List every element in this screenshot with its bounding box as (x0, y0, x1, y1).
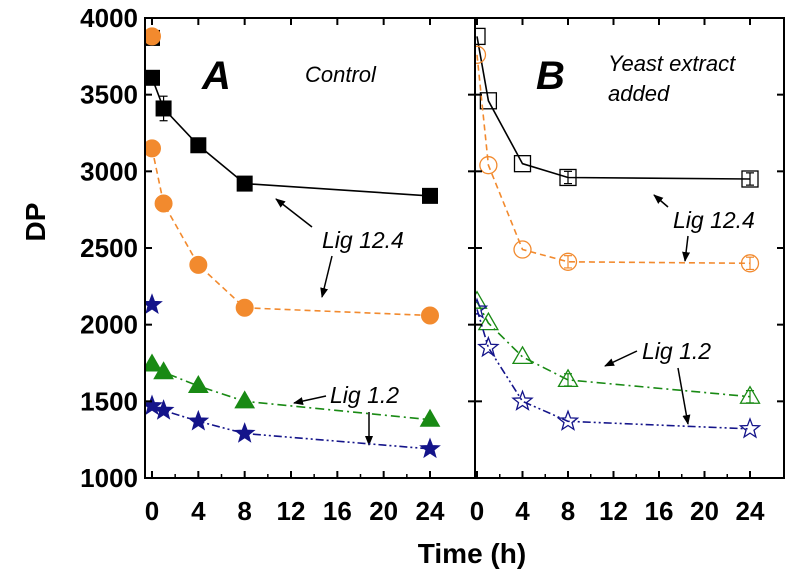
panel-b-series-3-line (476, 309, 751, 430)
panel-b-series-3-point (556, 409, 580, 431)
arrow-lig12-b-blue (677, 367, 691, 425)
panel-a-series-2-point (234, 390, 256, 409)
x-axis-title: Time (h) (418, 538, 526, 569)
arrow-lig124-b-orange (682, 235, 691, 262)
annotation-lig124-a: Lig 12.4 (322, 227, 404, 253)
panel-b-condition-line1: Yeast extract (608, 51, 736, 76)
panel-b-series-3-point (738, 417, 762, 439)
panel-b-series-1-point (475, 45, 487, 64)
y-axis-title: DP (20, 203, 51, 242)
panel-b-series-1-point (513, 240, 532, 259)
panel-a-x-tick-label: 24 (416, 496, 445, 526)
panel-b-series-3-point (511, 389, 534, 411)
panel-a-extra-point (145, 27, 161, 46)
axes: 0 4 8 12 16 20 24 1000 1500 2000 2500 3000 3500 4000 0… (80, 3, 785, 526)
panel-a-series-2-point (187, 374, 209, 393)
panel-a-x-tick-label: 0 (145, 496, 159, 526)
panel-b-x-tick-label: 0 (470, 496, 484, 526)
panel-a-label: A (201, 54, 231, 98)
y-tick-label: 2500 (80, 233, 138, 263)
panel-b-series-0-point (741, 170, 759, 188)
panel-a-condition: Control (305, 62, 377, 87)
panel-b-x-tick-label: 16 (645, 496, 674, 526)
panel-b-series-0-point (475, 27, 486, 46)
panel-a-series-3-point (187, 409, 210, 431)
panel-b-series-0-point (513, 155, 532, 173)
panel-a-x-tick-label: 4 (191, 496, 206, 526)
arrow-lig12-b-green (604, 350, 638, 367)
panel-b-condition: Yeast extract added (608, 51, 741, 106)
panel-b-x-tick-label: 24 (736, 496, 765, 526)
y-tick-label: 1000 (80, 463, 138, 493)
panel-b-series-2-point (511, 345, 534, 365)
panel-b-series-2-point (557, 368, 579, 388)
annotation-lig12-b: Lig 1.2 (642, 338, 711, 364)
arrow-lig12-a-green (293, 395, 327, 405)
panel-b-series-1-line (476, 54, 751, 265)
arrow-lig124-b-black (653, 194, 669, 208)
panel-a-series-2-point (145, 353, 163, 372)
panel-a-x-tick-label: 16 (323, 496, 352, 526)
panel-a-series-1-point (154, 194, 173, 213)
panel-a-series-3-point (233, 422, 256, 443)
panel-a-series-1-line (151, 148, 431, 317)
panel-b-x-tick-label: 4 (515, 496, 530, 526)
panel-b-x-tick-label: 12 (599, 496, 628, 526)
panel-a-x-tick-label: 20 (369, 496, 398, 526)
panel-a-series-0-line (151, 77, 431, 197)
panel-b-series-0-point (559, 168, 577, 187)
panel-a-frame (144, 17, 476, 479)
panel-a-series-0-point (155, 100, 172, 117)
panel-b-series-0-point (479, 92, 498, 110)
panel-a-x-tick-label: 12 (277, 496, 306, 526)
y-tick-label: 2000 (80, 310, 138, 340)
panel-b-series-2-line (476, 301, 751, 398)
panel-a-x-tick-label: 8 (237, 496, 251, 526)
panel-b-condition-line2: added (608, 81, 670, 106)
panel-a-plot (145, 27, 441, 459)
panel-a-extra-point (145, 293, 163, 314)
panel-b-series-3-point (475, 297, 489, 319)
panel-a-series-1-point (421, 306, 439, 325)
panel-a-series-1-point (189, 255, 208, 274)
panel-b-x-tick-label: 20 (690, 496, 719, 526)
panel-a-series-3-point (419, 437, 441, 459)
panel-b-series-2-point (477, 311, 499, 331)
panel-b-series-1-point (558, 252, 578, 271)
arrow-lig124-a-black (275, 198, 313, 228)
panel-a-series-1-point (145, 139, 161, 158)
annotation-lig12-a: Lig 1.2 (330, 382, 399, 408)
arrow-lig124-a-orange (320, 255, 333, 298)
panel-b-series-2-point (475, 290, 488, 309)
y-tick-label: 3500 (80, 80, 138, 110)
panel-b-plot (475, 27, 762, 439)
panel-a-series-0-point (145, 69, 160, 86)
panel-a-series-0-point (190, 137, 207, 154)
annotation-lig124-b: Lig 12.4 (673, 207, 755, 233)
panel-b-series-0-line (476, 36, 751, 180)
panel-b-series-3-point (477, 335, 500, 358)
y-tick-label: 3000 (80, 156, 138, 186)
panel-b-label: B (536, 54, 565, 98)
panel-a-series-3-point (145, 394, 163, 416)
panel-a-series-0-point (422, 187, 438, 204)
panel-b-series-2-point (739, 385, 761, 404)
panel-a-series-2-point (153, 361, 174, 380)
panel-a-series-1-point (235, 298, 254, 317)
y-tick-label: 1500 (80, 386, 138, 416)
panel-a-series-2-point (419, 408, 441, 427)
panel-a-series-3-point (152, 399, 175, 420)
panel-a-series-0-point (236, 175, 253, 192)
y-tick-label: 4000 (80, 3, 138, 33)
panel-b-series-1-point (479, 156, 498, 175)
panel-b-x-tick-label: 8 (561, 496, 575, 526)
panel-b-series-1-point (740, 254, 760, 273)
